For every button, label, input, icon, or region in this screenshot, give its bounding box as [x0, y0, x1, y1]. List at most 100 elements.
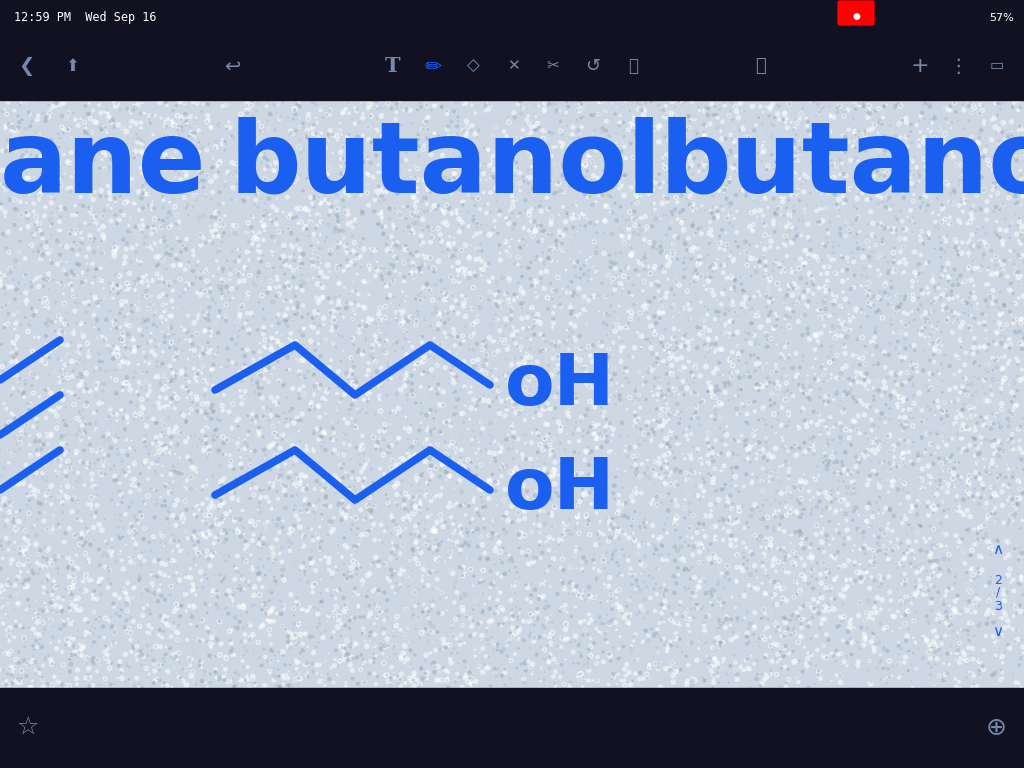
Point [199, 169, 215, 181]
Point [432, 489, 449, 502]
Point [251, 264, 267, 276]
Point [124, 104, 140, 117]
Point [125, 551, 141, 563]
Point [453, 592, 469, 604]
Point [892, 100, 908, 112]
Point [494, 557, 510, 569]
Point [285, 490, 301, 502]
Point [645, 123, 662, 135]
Point [268, 204, 285, 216]
Point [903, 674, 920, 687]
Point [606, 447, 623, 459]
Point [898, 112, 914, 124]
Point [274, 601, 291, 613]
Point [446, 161, 463, 173]
Point [707, 101, 723, 113]
Point [193, 542, 209, 554]
Point [1012, 164, 1024, 177]
Point [194, 574, 210, 586]
Point [138, 285, 155, 297]
Point [637, 263, 653, 275]
Point [930, 223, 946, 235]
Point [218, 652, 234, 664]
Point [171, 521, 187, 534]
Point [779, 663, 796, 675]
Point [543, 254, 559, 266]
Point [281, 434, 297, 446]
Point [359, 454, 376, 466]
Point [134, 317, 151, 329]
Point [779, 305, 796, 317]
Point [158, 313, 174, 326]
Point [679, 382, 695, 395]
Point [347, 354, 364, 366]
Point [458, 537, 474, 549]
Point [974, 429, 990, 442]
Point [784, 545, 801, 558]
Point [898, 164, 914, 177]
Point [521, 205, 538, 217]
Point [695, 574, 712, 586]
Point [769, 277, 785, 290]
Point [981, 358, 997, 370]
Point [572, 543, 589, 555]
Point [877, 149, 893, 161]
Point [249, 230, 265, 242]
Point [213, 488, 229, 500]
Point [851, 525, 867, 538]
Point [1013, 170, 1024, 182]
Point [87, 507, 103, 519]
Point [47, 341, 63, 353]
Point [722, 533, 738, 545]
Point [60, 551, 77, 564]
Point [572, 263, 589, 275]
Point [933, 237, 949, 249]
Point [231, 615, 248, 627]
Point [52, 521, 69, 534]
Point [30, 485, 46, 498]
Point [352, 664, 369, 676]
Point [339, 131, 355, 143]
Point [178, 604, 195, 617]
Point [218, 315, 234, 327]
Point [407, 134, 423, 146]
Point [927, 627, 943, 639]
Point [703, 469, 720, 482]
Point [674, 364, 690, 376]
Point [977, 443, 993, 455]
Point [283, 229, 299, 241]
Point [532, 195, 549, 207]
Point [245, 123, 261, 135]
Point [852, 321, 868, 333]
Point [824, 451, 841, 463]
Point [907, 590, 924, 602]
Point [505, 465, 521, 477]
Point [571, 637, 588, 649]
Point [803, 432, 819, 445]
Point [0, 339, 9, 351]
Point [65, 239, 81, 251]
Point [938, 405, 954, 417]
Point [886, 222, 902, 234]
Point [554, 535, 570, 547]
Point [585, 260, 601, 273]
Point [667, 518, 683, 531]
Point [312, 681, 329, 694]
Point [96, 204, 113, 217]
Point [589, 470, 605, 482]
Point [1008, 261, 1024, 273]
Point [268, 326, 285, 339]
Point [654, 385, 671, 397]
Point [325, 315, 341, 327]
Point [993, 398, 1010, 410]
Point [195, 348, 211, 360]
Point [1014, 269, 1024, 281]
Point [754, 118, 770, 130]
Point [964, 266, 980, 279]
Point [965, 642, 981, 654]
Point [136, 456, 153, 468]
Point [953, 423, 970, 435]
Point [901, 540, 918, 552]
Point [155, 449, 171, 461]
Point [32, 189, 48, 201]
